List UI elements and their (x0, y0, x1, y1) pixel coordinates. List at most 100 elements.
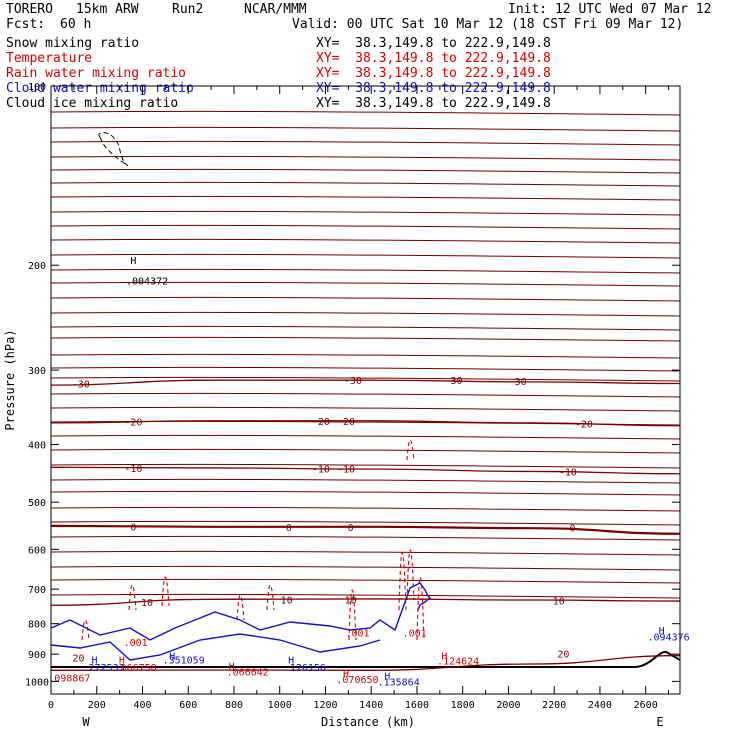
isotherm-label: -20 (312, 417, 330, 428)
rain-water-contour (236, 594, 245, 621)
background-contour (50, 110, 681, 116)
isotherm-label: 20 (72, 654, 84, 665)
field-annotation: H (229, 661, 235, 672)
field-annotation: .066758 (115, 663, 157, 674)
isotherm-label: -10 (337, 465, 355, 476)
field-annotation: .001 (345, 629, 369, 640)
background-contour (50, 325, 681, 331)
background-contour (50, 463, 681, 469)
rain-water-contour (416, 576, 425, 641)
background-contour (50, 490, 681, 496)
valid-time: Valid: 00 UTC Sat 10 Mar 12 (18 CST Fri … (292, 17, 684, 32)
isotherm-label: -10 (312, 465, 330, 476)
isotherm-label: 0 (348, 523, 354, 534)
background-contour (50, 126, 681, 132)
background-contour (50, 336, 681, 342)
field-cloud-ice: Cloud ice mixing ratio (6, 96, 179, 111)
background-contour (50, 281, 681, 287)
y-tick-label: 300 (28, 366, 46, 377)
x-tick-label: 0 (48, 700, 54, 711)
background-contour (50, 210, 681, 216)
rain-water-contour (266, 584, 275, 611)
x-tick-label: 2400 (588, 700, 612, 711)
isotherm-label: 20 (557, 650, 569, 661)
x-tick-label: 1600 (405, 700, 429, 711)
y-tick-label: 600 (28, 545, 46, 556)
background-contour (50, 506, 681, 512)
background-contour (50, 238, 681, 244)
rain-water-contour (81, 619, 90, 641)
y-tick-label: 400 (28, 440, 46, 451)
field-annotation: H (119, 655, 125, 666)
x-tick-label: 1800 (451, 700, 475, 711)
y-tick-label: 1000 (25, 677, 49, 688)
background-contour (50, 392, 681, 398)
field-annotation: .272533 (83, 663, 125, 674)
x-tick-label: 1000 (268, 700, 292, 711)
field-annotation: .094376 (647, 632, 689, 643)
field-temperature: Temperature (6, 51, 93, 66)
x-axis-label: Distance (km) (321, 715, 415, 729)
isotherm-label: 10 (553, 596, 565, 607)
field-annotation: H (659, 626, 665, 637)
background-contour (50, 478, 681, 484)
x-tick-label: 600 (179, 700, 197, 711)
isotherm-label: -30 (445, 376, 463, 387)
background-contour (50, 448, 681, 454)
field-temperature-xy: XY= 38.3,149.8 to 222.9,149.8 (316, 51, 551, 66)
field-annotation: .351059 (163, 655, 205, 666)
rain-water-contour (348, 589, 357, 641)
field-annotation: H (130, 256, 136, 267)
isotherm-label: 0 (130, 522, 136, 533)
y-axis-label: Pressure (hPa) (3, 329, 17, 430)
background-contour (50, 535, 681, 541)
rain-water-contour (128, 584, 137, 611)
isotherm-0 (50, 524, 681, 535)
isotherm-label: -10 (124, 464, 142, 475)
background-contour (50, 268, 681, 274)
background-contour (50, 181, 681, 187)
background-contour (50, 520, 681, 526)
isotherm-20 (50, 654, 681, 671)
field-annotation: H (169, 652, 175, 663)
background-contour (50, 155, 681, 161)
field-annotation: H (384, 672, 390, 683)
y-tick-label: 900 (28, 650, 46, 661)
y-tick-label: 200 (28, 261, 46, 272)
run-label: Run2 (172, 2, 204, 17)
isotherm-label: 10 (141, 598, 153, 609)
isotherm-label: -20 (124, 417, 142, 428)
field-annotation: .004372 (126, 276, 168, 287)
field-annotation: .001 (403, 629, 427, 640)
x-tick-label: 800 (225, 700, 243, 711)
x-tick-label: 2000 (496, 700, 520, 711)
east-label: E (656, 715, 663, 729)
background-contour (50, 593, 681, 599)
y-tick-label: 700 (28, 585, 46, 596)
field-annotation: .066642 (227, 667, 269, 678)
isotherm-label: -30 (344, 376, 362, 387)
y-tick-label: 800 (28, 620, 46, 631)
org-label: NCAR/MMM (244, 2, 307, 17)
init-time: Init: 12 UTC Wed 07 Mar 12 (508, 2, 712, 17)
background-contour (50, 406, 681, 412)
x-tick-label: 400 (133, 700, 151, 711)
x-tick-label: 2600 (634, 700, 658, 711)
background-contour (50, 224, 681, 230)
x-tick-label: 2200 (542, 700, 566, 711)
isotherm-label: -20 (337, 417, 355, 428)
field-annotation: .070650 (336, 675, 378, 686)
isotherm--20 (50, 420, 681, 427)
model-name: TORERO (6, 2, 53, 17)
rain-water-contour (161, 576, 170, 607)
isotherm--30 (50, 379, 681, 386)
isotherm-label: -10 (559, 467, 577, 478)
isotherm-label: -30 (72, 380, 90, 391)
y-tick-label: 100 (28, 82, 46, 93)
forecast-hour: 60 h (60, 17, 92, 32)
forecast-label: Fcst: (6, 17, 46, 32)
field-snow: Snow mixing ratio (6, 36, 140, 51)
field-annotation: H (343, 669, 349, 680)
isotherm-label: -30 (509, 377, 527, 388)
x-tick-label: 1400 (359, 700, 383, 711)
